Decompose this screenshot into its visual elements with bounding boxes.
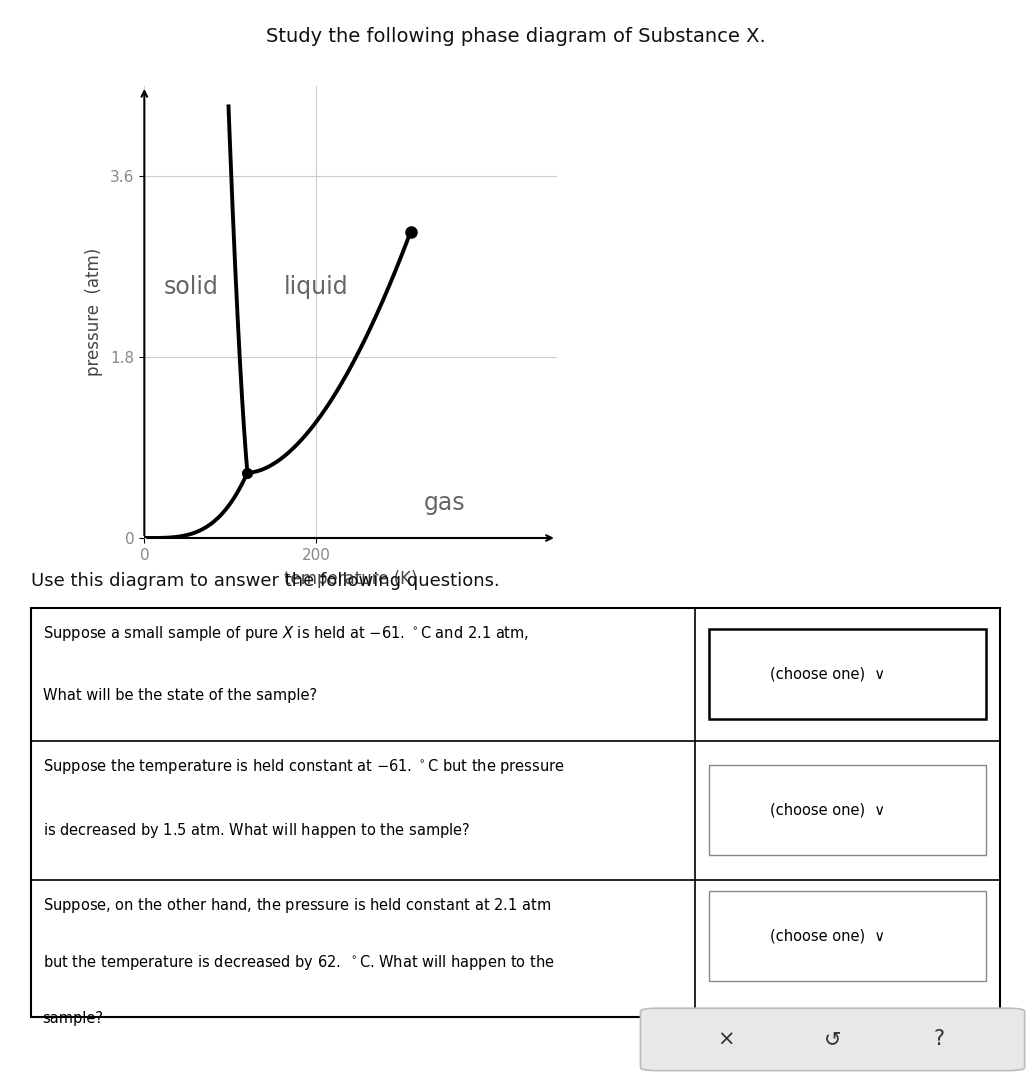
Text: solid: solid [164,275,219,299]
Text: but the temperature is decreased by $62.$ $^\circ$C. What will happen to the: but the temperature is decreased by $62.… [42,953,555,973]
Text: Study the following phase diagram of Substance X.: Study the following phase diagram of Sub… [266,27,765,46]
Text: gas: gas [424,491,466,514]
Bar [709,891,986,981]
Bar [709,765,986,855]
Text: is decreased by $1.5$ atm. What will happen to the sample?: is decreased by $1.5$ atm. What will hap… [42,821,470,839]
Text: (choose one)  ∨: (choose one) ∨ [770,667,886,682]
Text: ?: ? [934,1030,944,1049]
Text: (choose one)  ∨: (choose one) ∨ [770,803,886,818]
Text: ↺: ↺ [824,1030,841,1049]
Text: ×: × [718,1030,734,1049]
Text: Suppose a small sample of pure $\mathit{X}$ is held at $-$61. $^\circ$C and 2.1 : Suppose a small sample of pure $\mathit{… [42,624,529,643]
Y-axis label: pressure  (atm): pressure (atm) [86,247,103,377]
Text: Suppose the temperature is held constant at $-$61. $^\circ$C but the pressure: Suppose the temperature is held constant… [42,758,564,776]
Text: sample?: sample? [42,1010,103,1025]
FancyBboxPatch shape [640,1008,1025,1071]
Bar [709,629,986,720]
Text: Suppose, on the other hand, the pressure is held constant at $2.1$ atm: Suppose, on the other hand, the pressure… [42,896,551,916]
Text: liquid: liquid [284,275,348,299]
Text: (choose one)  ∨: (choose one) ∨ [770,929,886,944]
X-axis label: temperature (K): temperature (K) [284,569,418,587]
Text: Use this diagram to answer the following questions.: Use this diagram to answer the following… [31,572,500,591]
Text: What will be the state of the sample?: What will be the state of the sample? [42,688,317,703]
